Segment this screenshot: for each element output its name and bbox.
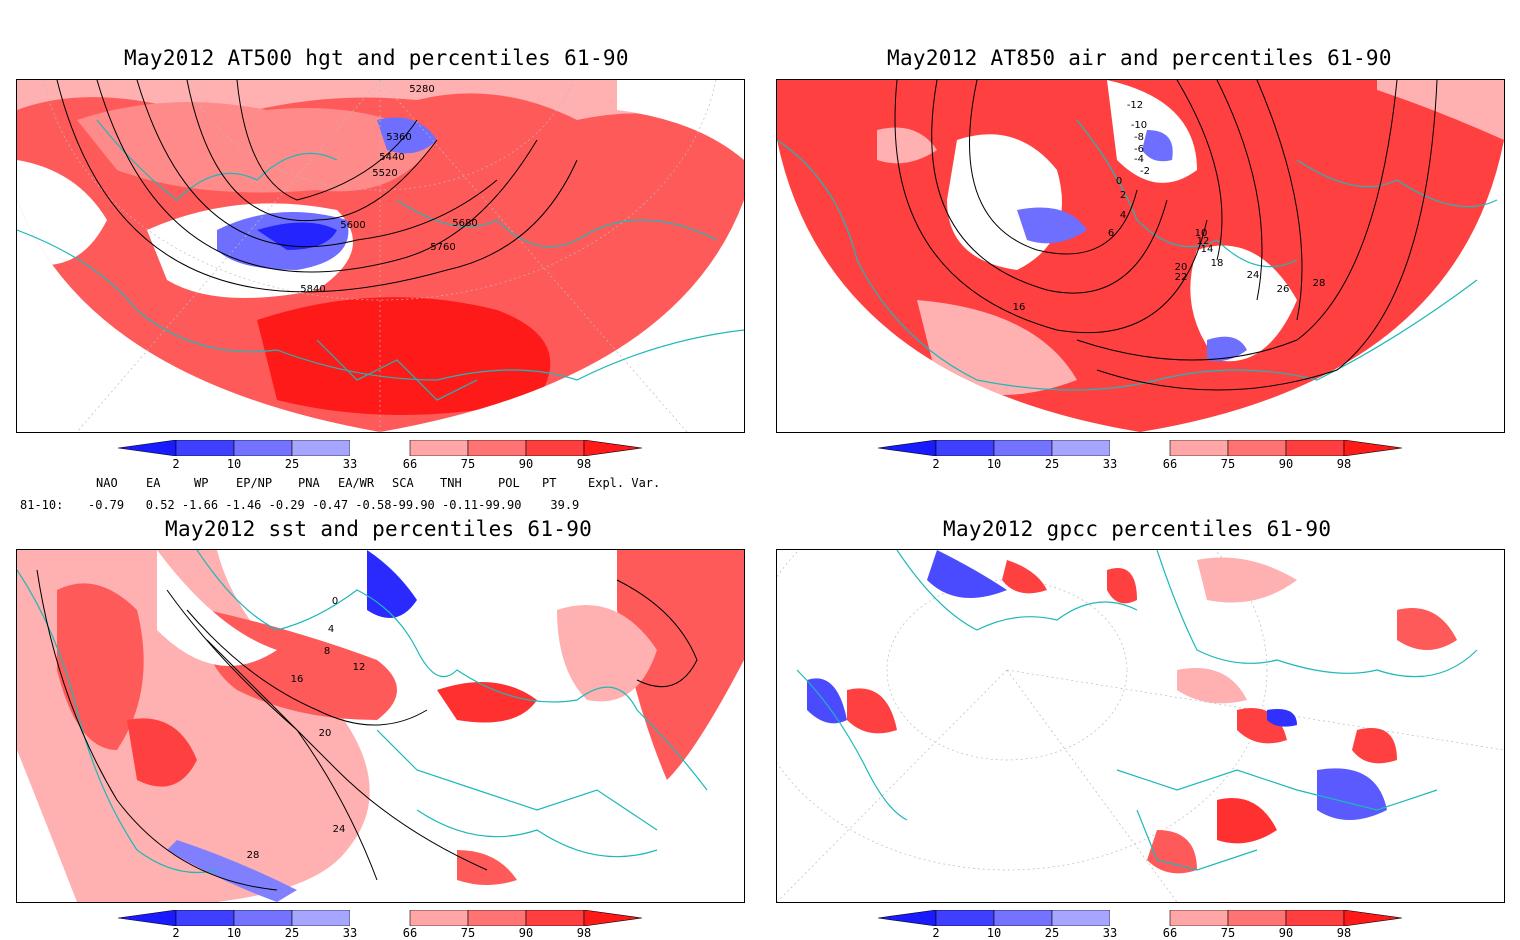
index-row-label: 81-10: xyxy=(20,498,64,512)
panel-title-hgt500: May2012 AT500 hgt and percentiles 61-90 xyxy=(124,46,629,70)
colorbar-label: 90 xyxy=(1278,926,1294,940)
panel-title-gpcc: May2012 gpcc percentiles 61-90 xyxy=(943,517,1332,541)
colorbar-label: 2 xyxy=(172,457,180,471)
contour-label: -6 xyxy=(1134,144,1144,155)
colorbar-hgt500: 2 10 25 33 66 75 90 98 xyxy=(117,439,643,471)
colorbar-label: 90 xyxy=(1278,457,1294,471)
contour-label: 28 xyxy=(247,850,260,861)
index-header: TNH xyxy=(440,476,462,490)
colorbar-label: 66 xyxy=(1162,457,1178,471)
contour-label: -4 xyxy=(1134,154,1144,165)
index-header: EA/WR xyxy=(338,476,375,490)
colorbar-label: 33 xyxy=(1102,926,1118,940)
map-panel-air850: -12 -10 -8 -6 -4 -2 0 2 4 6 10 12 14 16 … xyxy=(776,79,1505,433)
contour-label: 20 xyxy=(319,728,332,739)
contour-label: 28 xyxy=(1313,278,1326,289)
colorbar-label: 75 xyxy=(1220,926,1236,940)
contour-label: -10 xyxy=(1131,120,1147,131)
index-values: -0.79 0.52 -1.66 -1.46 -0.29 -0.47 -0.58… xyxy=(88,498,580,512)
contour-label: 22 xyxy=(1175,272,1188,283)
colorbar-label: 10 xyxy=(226,926,242,940)
colorbar-label: 66 xyxy=(1162,926,1178,940)
contour-label: 5280 xyxy=(409,84,434,95)
contour-label: 2 xyxy=(1120,190,1126,201)
panel-title-air850: May2012 AT850 air and percentiles 61-90 xyxy=(887,46,1392,70)
colorbar-label: 66 xyxy=(402,457,418,471)
colorbar-label: 75 xyxy=(460,926,476,940)
colorbar-label: 25 xyxy=(284,457,300,471)
colorbar-label: 33 xyxy=(1102,457,1118,471)
contour-label: 5840 xyxy=(300,284,325,295)
contour-label: -2 xyxy=(1140,166,1150,177)
contour-label: 5600 xyxy=(340,220,365,231)
colorbar-label: 98 xyxy=(1336,457,1352,471)
colorbar-label: 75 xyxy=(460,457,476,471)
contour-label: -8 xyxy=(1134,132,1144,143)
colorbar-label: 90 xyxy=(518,457,534,471)
index-header: EA xyxy=(146,476,161,490)
contour-label: 5440 xyxy=(379,152,404,163)
contour-label: 6 xyxy=(1108,228,1114,239)
colorbar-label: 98 xyxy=(576,457,592,471)
colorbar-label: 10 xyxy=(986,457,1002,471)
colorbar-label: 75 xyxy=(1220,457,1236,471)
contour-label: 5520 xyxy=(372,168,397,179)
contour-label: 12 xyxy=(1197,236,1210,247)
index-header: Expl. Var. xyxy=(588,476,661,490)
contour-label: 16 xyxy=(1013,302,1026,313)
contour-label: 0 xyxy=(1116,176,1122,187)
contour-label: 10 xyxy=(1195,228,1208,239)
contour-label: 24 xyxy=(1247,270,1260,281)
index-header: PNA xyxy=(298,476,320,490)
colorbar-gpcc: 2 10 25 33 66 75 90 98 xyxy=(877,909,1403,940)
colorbar-label: 66 xyxy=(402,926,418,940)
map-panel-sst: 0 4 8 12 16 20 24 28 xyxy=(16,549,745,903)
contour-label: 5360 xyxy=(386,132,411,143)
colorbar-label: 33 xyxy=(342,457,358,471)
colorbar-air850: 2 10 25 33 66 75 90 98 xyxy=(877,439,1403,471)
colorbar-label: 25 xyxy=(1044,457,1060,471)
contour-label: 18 xyxy=(1211,258,1224,269)
map-panel-gpcc xyxy=(776,549,1505,903)
contour-label: 0 xyxy=(332,596,338,607)
contour-label: 26 xyxy=(1277,284,1290,295)
contour-label: 5760 xyxy=(430,242,455,253)
contour-label: 16 xyxy=(291,674,304,685)
contour-label: -12 xyxy=(1127,100,1143,111)
colorbar-sst: 2 10 25 33 66 75 90 98 xyxy=(117,909,643,940)
index-header: SCA xyxy=(392,476,414,490)
colorbar-label: 2 xyxy=(932,457,940,471)
colorbar-label: 2 xyxy=(932,926,940,940)
index-header: POL xyxy=(498,476,520,490)
panel-title-sst: May2012 sst and percentiles 61-90 xyxy=(165,517,593,541)
map-panel-hgt500: 5280 5360 5440 5520 5600 5680 5760 5840 xyxy=(16,79,745,433)
contour-label: 4 xyxy=(1120,210,1126,221)
colorbar-label: 25 xyxy=(284,926,300,940)
contour-label: 12 xyxy=(353,662,366,673)
index-header: PT xyxy=(542,476,557,490)
colorbar-label: 98 xyxy=(1336,926,1352,940)
index-header: EP/NP xyxy=(236,476,273,490)
colorbar-label: 33 xyxy=(342,926,358,940)
contour-label: 4 xyxy=(328,624,334,635)
colorbar-label: 25 xyxy=(1044,926,1060,940)
index-header: WP xyxy=(194,476,209,490)
contour-label: 20 xyxy=(1175,262,1188,273)
colorbar-label: 90 xyxy=(518,926,534,940)
contour-label: 24 xyxy=(333,824,346,835)
colorbar-label: 2 xyxy=(172,926,180,940)
contour-label: 5680 xyxy=(452,218,477,229)
contour-label: 14 xyxy=(1201,244,1214,255)
index-header: NAO xyxy=(96,476,118,490)
colorbar-label: 98 xyxy=(576,926,592,940)
contour-label: 8 xyxy=(324,646,330,657)
colorbar-label: 10 xyxy=(986,926,1002,940)
colorbar-label: 10 xyxy=(226,457,242,471)
